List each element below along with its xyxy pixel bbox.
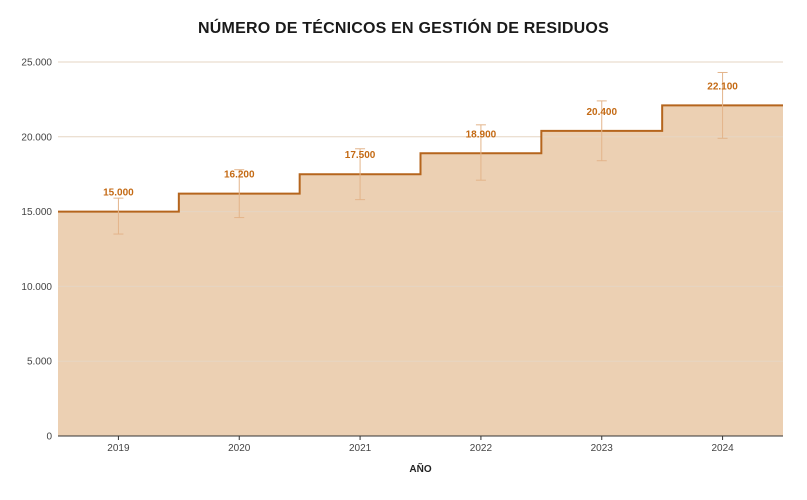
data-label: 18.900 (466, 129, 497, 140)
y-tick-label: 15.000 (21, 207, 52, 218)
x-tick-label: 2020 (228, 443, 251, 454)
chart-title: NÚMERO DE TÉCNICOS EN GESTIÓN DE RESIDUO… (198, 20, 609, 37)
x-tick-label: 2024 (711, 443, 734, 454)
y-tick-label: 10.000 (21, 282, 52, 293)
data-label: 15.000 (103, 188, 134, 199)
data-label: 20.400 (586, 107, 617, 118)
x-tick-label: 2021 (349, 443, 372, 454)
x-axis-title: AÑO (409, 462, 431, 475)
area-fill (58, 105, 783, 436)
data-label: 17.500 (345, 150, 376, 161)
data-label: 22.100 (707, 81, 738, 92)
x-tick-label: 2019 (107, 443, 130, 454)
x-tick-label: 2022 (470, 443, 493, 454)
y-tick-label: 20.000 (21, 132, 52, 143)
series-step-line (58, 104, 783, 213)
y-tick-label: 25.000 (21, 58, 52, 69)
y-tick-label: 0 (46, 432, 52, 443)
y-tick-label: 5.000 (27, 357, 52, 368)
data-label: 16.200 (224, 170, 255, 181)
x-tick-label: 2023 (591, 443, 614, 454)
